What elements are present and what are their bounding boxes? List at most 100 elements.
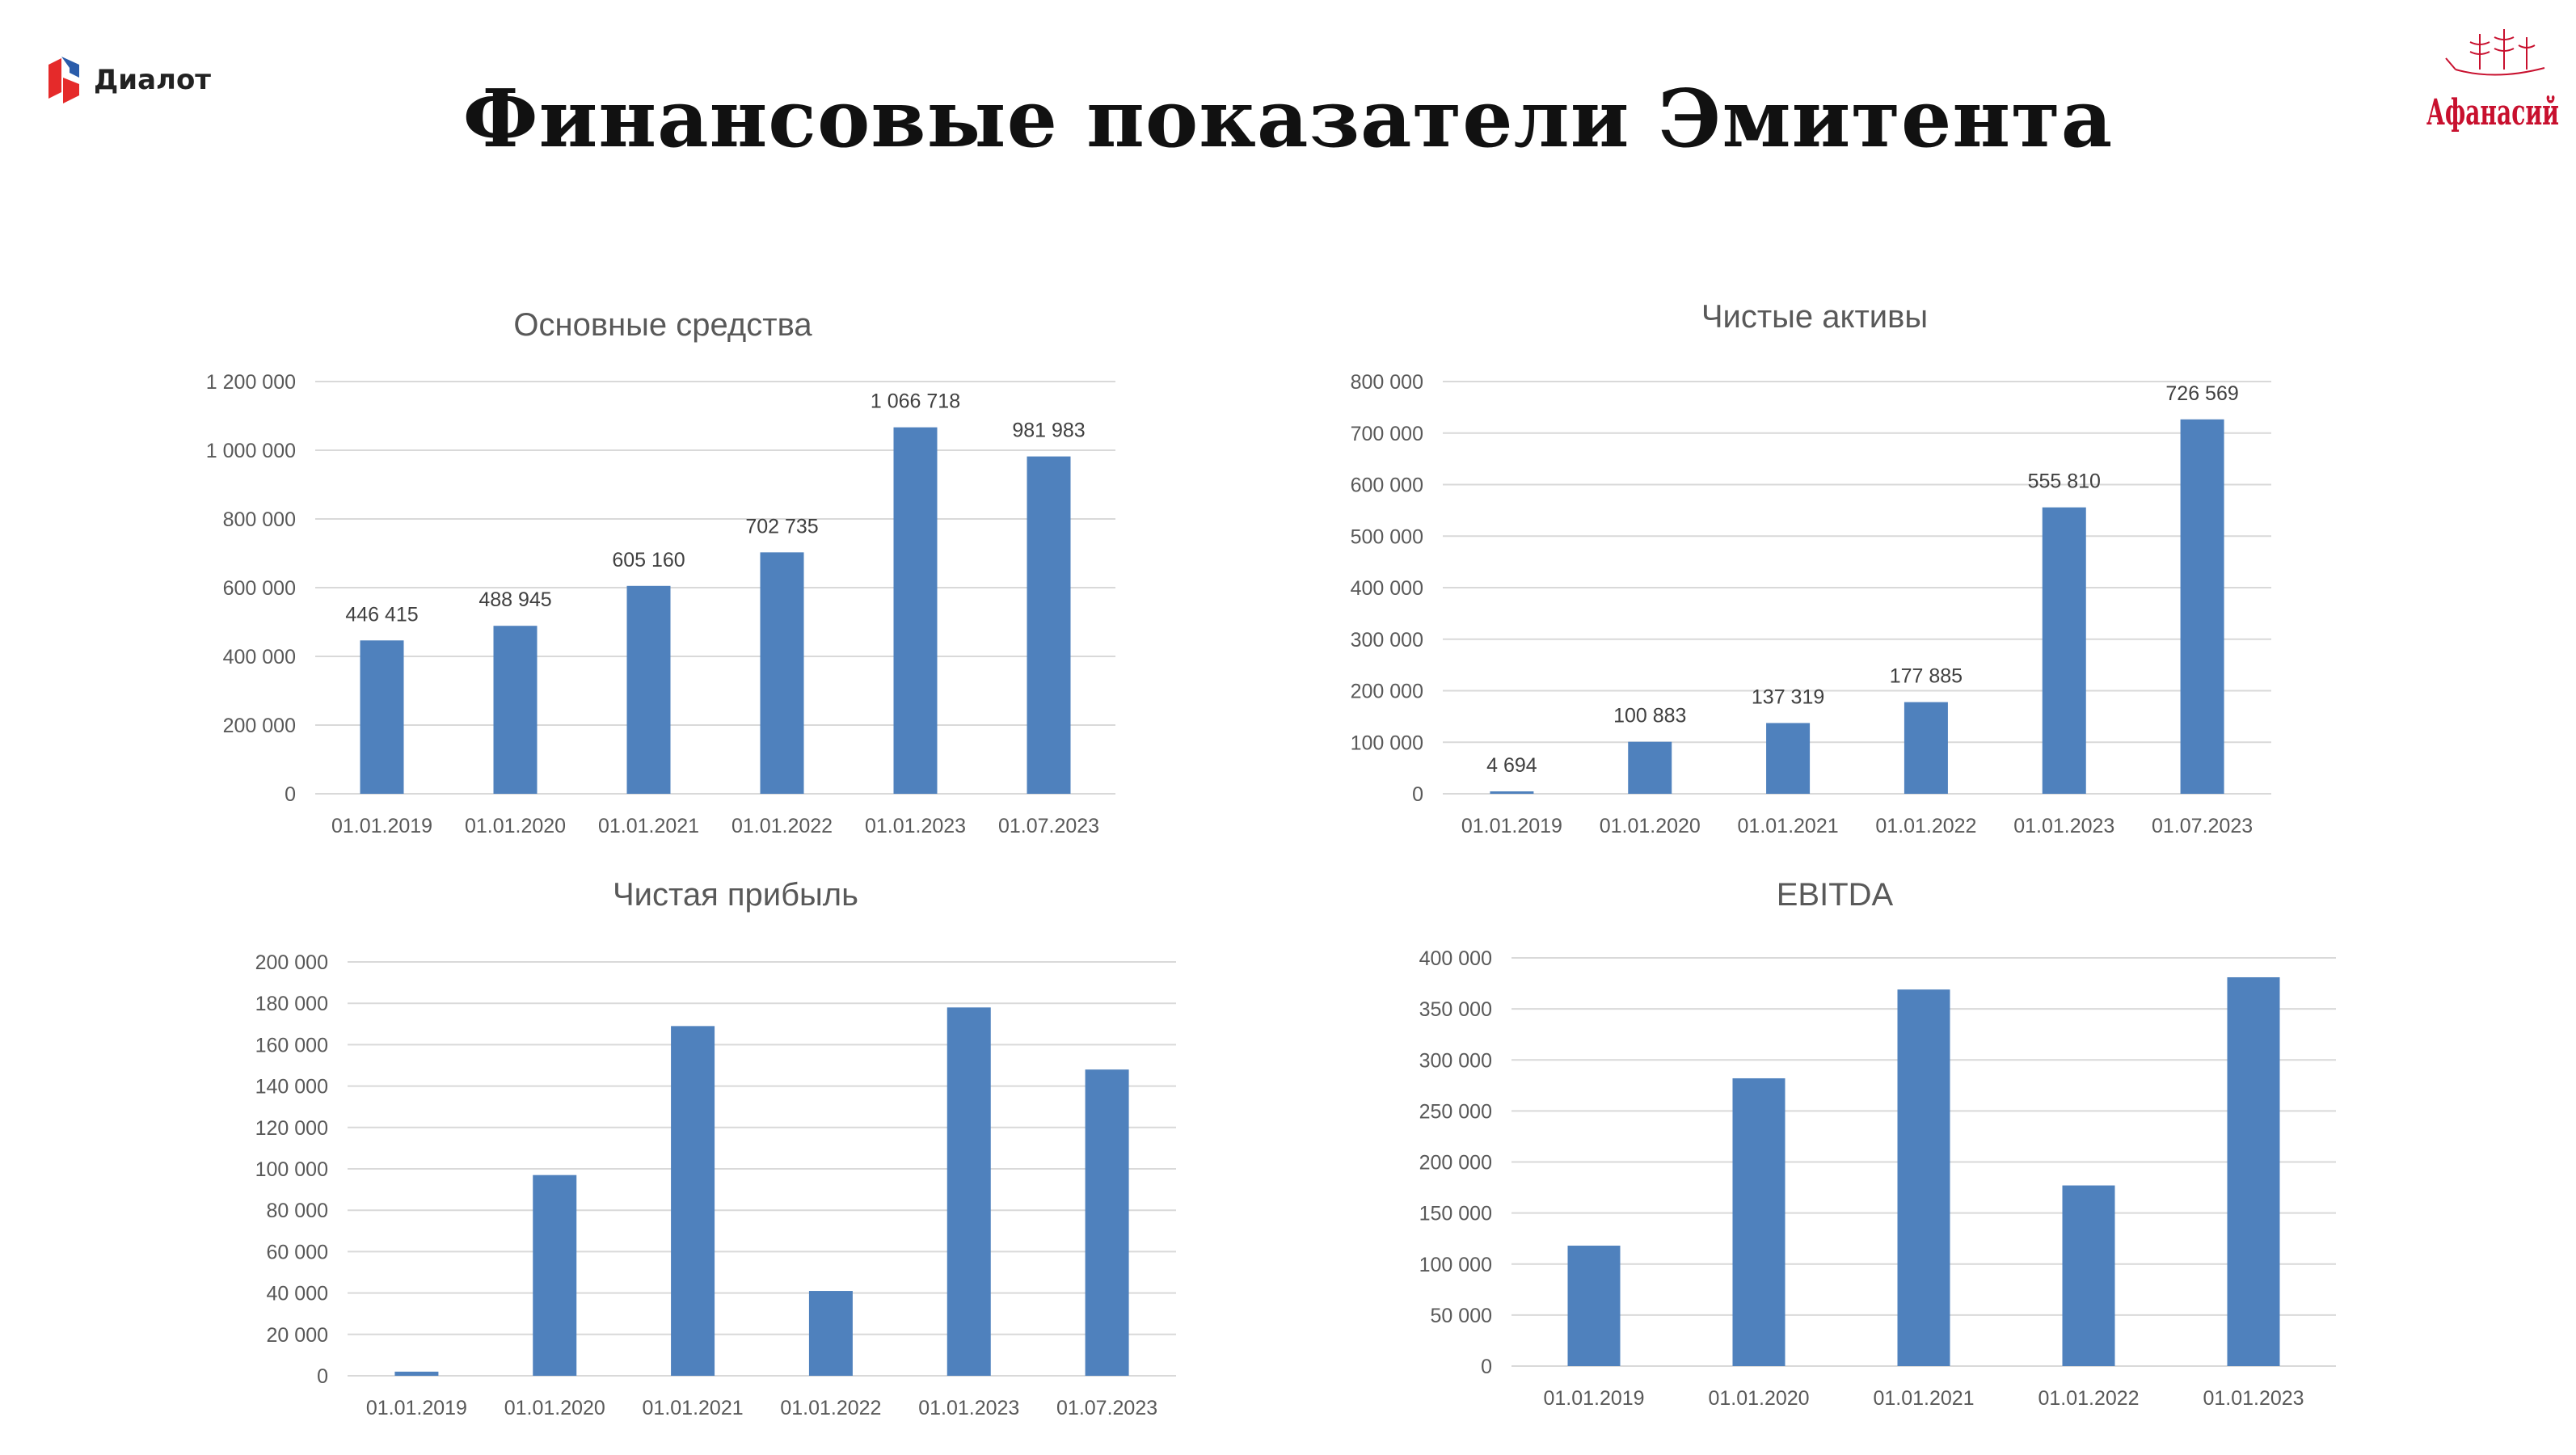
bar <box>2180 419 2224 794</box>
dialot-logo-text: Диалот <box>94 64 212 96</box>
data-label: 1 066 718 <box>871 390 960 413</box>
afanasy-logo-text: Афанасий <box>2426 92 2559 133</box>
bar <box>1490 791 1534 794</box>
data-label: 4 694 <box>1486 754 1537 777</box>
bar <box>360 640 404 794</box>
y-tick-label: 400 000 <box>1419 947 1492 970</box>
y-tick-label: 250 000 <box>1419 1100 1492 1123</box>
y-tick-label: 80 000 <box>267 1200 328 1222</box>
chart-title: EBITDA <box>1777 877 1894 913</box>
bar <box>947 1007 991 1376</box>
ship-icon <box>2445 29 2545 76</box>
y-tick-label: 100 000 <box>1419 1254 1492 1276</box>
y-tick-label: 180 000 <box>255 993 328 1015</box>
bar <box>493 626 538 794</box>
y-tick-label: 300 000 <box>1419 1049 1492 1072</box>
y-tick-label: 700 000 <box>1351 423 1423 445</box>
x-tick-label: 01.01.2022 <box>1875 815 1976 837</box>
x-tick-label: 01.01.2022 <box>731 815 833 837</box>
x-tick-label: 01.07.2023 <box>998 815 1099 837</box>
bar <box>1567 1246 1621 1366</box>
y-tick-label: 0 <box>317 1365 328 1388</box>
data-label: 100 883 <box>1613 705 1686 728</box>
y-tick-label: 350 000 <box>1419 998 1492 1021</box>
x-tick-label: 01.01.2022 <box>2038 1387 2139 1410</box>
data-label: 702 735 <box>745 515 818 538</box>
y-tick-label: 140 000 <box>255 1076 328 1099</box>
y-tick-label: 300 000 <box>1351 629 1423 652</box>
chart-title: Чистые активы <box>1701 299 1928 335</box>
bar <box>1732 1078 1785 1366</box>
y-tick-label: 0 <box>1481 1356 1492 1378</box>
x-tick-label: 01.01.2020 <box>465 815 566 837</box>
y-tick-label: 400 000 <box>223 646 296 668</box>
dialot-logo: Диалот <box>45 52 211 108</box>
data-label: 981 983 <box>1012 420 1085 442</box>
y-tick-label: 1 000 000 <box>206 440 296 462</box>
chart-ebitda: EBITDA 0 50 000 100 000 150 000 200 000 250 00… <box>1419 877 2336 1410</box>
bar <box>1766 723 1811 794</box>
x-tick-label: 01.01.2020 <box>504 1397 605 1419</box>
bar <box>2062 1185 2115 1366</box>
page-title: Финансовые показатели Эмитента <box>462 73 2114 166</box>
data-label: 177 885 <box>1890 665 1963 688</box>
bar <box>626 585 671 794</box>
bar <box>1897 989 1950 1366</box>
y-tick-label: 100 000 <box>255 1158 328 1181</box>
x-tick-label: 01.01.2023 <box>2013 815 2114 837</box>
x-tick-label: 01.01.2021 <box>1873 1387 1974 1410</box>
bar <box>671 1026 715 1376</box>
y-tick-label: 200 000 <box>1351 681 1423 703</box>
x-tick-label: 01.01.2019 <box>331 815 432 837</box>
x-tick-label: 01.01.2019 <box>1461 815 1562 837</box>
x-tick-label: 01.01.2023 <box>865 815 966 837</box>
x-tick-label: 01.01.2021 <box>643 1397 744 1419</box>
x-tick-label: 01.01.2021 <box>598 815 699 837</box>
y-tick-label: 20 000 <box>267 1324 328 1347</box>
y-tick-label: 120 000 <box>255 1117 328 1140</box>
dialot-logo-icon <box>48 57 79 103</box>
x-tick-label: 01.01.2022 <box>780 1397 881 1419</box>
chart-title: Чистая прибыль <box>613 877 858 913</box>
x-tick-label: 01.07.2023 <box>1056 1397 1157 1419</box>
y-tick-label: 150 000 <box>1419 1203 1492 1225</box>
x-tick-label: 01.07.2023 <box>2152 815 2253 837</box>
x-tick-label: 01.01.2023 <box>2203 1387 2304 1410</box>
y-tick-label: 200 000 <box>255 951 328 974</box>
bar <box>1085 1069 1129 1376</box>
bar <box>2042 507 2086 794</box>
y-tick-label: 50 000 <box>1431 1305 1492 1327</box>
x-tick-label: 01.01.2021 <box>1738 815 1839 837</box>
bar <box>1628 741 1672 794</box>
afanasy-logo: Афанасий <box>2426 29 2559 133</box>
y-tick-label: 0 <box>285 783 296 806</box>
bar <box>533 1175 577 1376</box>
y-tick-label: 100 000 <box>1351 732 1423 754</box>
y-tick-label: 1 200 000 <box>206 371 296 394</box>
bar <box>893 427 938 794</box>
y-tick-label: 800 000 <box>1351 371 1423 394</box>
y-tick-label: 60 000 <box>267 1241 328 1263</box>
chart-net-profit: Чистая прибыль 0 20 000 40 000 60 000 80 000 1… <box>255 877 1176 1419</box>
y-tick-label: 800 000 <box>223 508 296 531</box>
y-tick-label: 600 000 <box>223 577 296 600</box>
data-label: 446 415 <box>345 603 418 626</box>
data-label: 726 569 <box>2165 382 2238 405</box>
y-tick-label: 600 000 <box>1351 474 1423 497</box>
bar <box>760 552 804 794</box>
x-tick-label: 01.01.2020 <box>1600 815 1701 837</box>
chart-fixed-assets: Основные средства 0 200 000 400 000 600 000 8… <box>206 307 1115 837</box>
y-tick-label: 160 000 <box>255 1034 328 1056</box>
data-label: 605 160 <box>612 549 685 571</box>
y-tick-label: 0 <box>1412 783 1423 806</box>
bar <box>1904 702 1948 794</box>
x-tick-label: 01.01.2019 <box>1543 1387 1644 1410</box>
y-tick-label: 400 000 <box>1351 577 1423 600</box>
bar <box>808 1291 853 1376</box>
y-tick-label: 200 000 <box>223 715 296 737</box>
x-tick-label: 01.01.2020 <box>1708 1387 1809 1410</box>
data-label: 555 810 <box>2028 470 2101 493</box>
chart-title: Основные средства <box>513 307 812 343</box>
x-tick-label: 01.01.2019 <box>366 1397 467 1419</box>
bar <box>394 1371 439 1376</box>
